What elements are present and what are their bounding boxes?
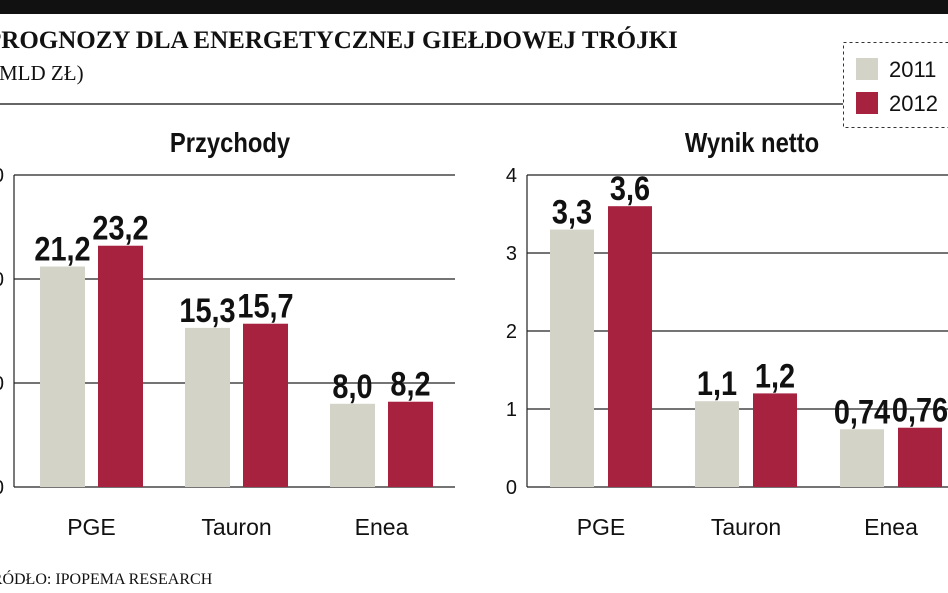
bar (388, 401, 433, 487)
value-label: 15,3 (179, 291, 235, 330)
y-tick-label: 0 (0, 477, 4, 499)
value-label: 3,3 (552, 192, 592, 231)
bar (695, 401, 739, 487)
value-label: 15,7 (237, 286, 293, 325)
y-tick-label: 20 (0, 269, 4, 291)
y-tick-label: 1 (506, 399, 517, 421)
value-label: 1,2 (755, 356, 795, 395)
bar (40, 266, 85, 487)
y-tick-label: 3 (506, 243, 517, 265)
bar (753, 393, 797, 487)
value-label: 8,2 (390, 364, 430, 403)
bar (550, 229, 594, 487)
bar (185, 327, 230, 487)
value-label: 8,0 (332, 367, 372, 406)
legend-swatch (856, 58, 878, 80)
bar (243, 323, 288, 487)
y-tick-label: 4 (506, 165, 517, 187)
value-label: 0,74 (834, 392, 891, 431)
legend-label: 2011 (889, 57, 936, 82)
value-label: 3,6 (610, 169, 650, 208)
chart-title: Przychody (170, 126, 291, 158)
legend-label: 2012 (889, 91, 938, 116)
y-tick-label: 30 (0, 165, 4, 187)
y-tick-label: 0 (506, 477, 517, 499)
bar (98, 245, 143, 487)
x-tick-label: PGE (577, 514, 626, 540)
y-tick-label: 2 (506, 321, 517, 343)
value-label: 21,2 (34, 229, 90, 268)
page-title: PROGNOZY DLA ENERGETYCZNEJ GIEŁDOWEJ TRÓ… (0, 26, 678, 54)
x-tick-label: PGE (67, 514, 116, 540)
page-subtitle: (MLD ZŁ) (0, 61, 84, 85)
bar (330, 403, 375, 487)
top-bar (0, 0, 948, 14)
bar (840, 429, 884, 487)
x-tick-label: Tauron (711, 514, 781, 540)
x-tick-label: Enea (355, 514, 409, 540)
x-tick-label: Tauron (201, 514, 271, 540)
y-tick-label: 10 (0, 373, 4, 395)
legend-swatch (856, 92, 878, 114)
source: ŹRÓDŁO: IPOPEMA RESEARCH (0, 569, 213, 588)
chart-title: Wynik netto (685, 126, 819, 158)
value-label: 0,76 (892, 390, 948, 429)
value-label: 23,2 (92, 208, 148, 247)
bar (608, 206, 652, 487)
x-tick-label: Enea (864, 514, 918, 540)
value-label: 1,1 (697, 364, 737, 403)
bar (898, 427, 942, 487)
